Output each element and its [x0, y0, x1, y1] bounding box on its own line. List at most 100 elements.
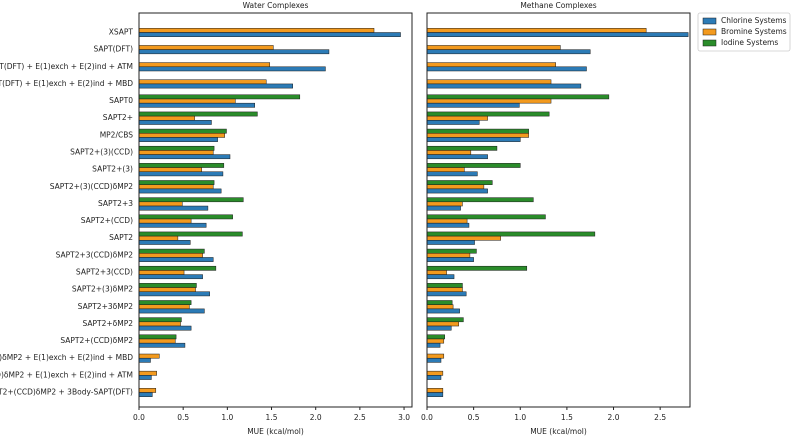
bar	[426, 205, 461, 211]
bar	[426, 150, 472, 155]
bar	[426, 235, 501, 241]
y-tick-label: SAPT2+(3)δMP2	[72, 285, 133, 294]
y-tick-label: SAPT2+3δMP2	[78, 302, 134, 311]
y-tick-label: 2Body-SAPT(DFT) + E(1)exch + E(2)ind + A…	[0, 62, 133, 71]
bar	[138, 222, 207, 228]
bar	[138, 163, 225, 168]
bar	[426, 83, 582, 89]
legend-swatch	[702, 28, 717, 36]
bar	[138, 338, 176, 344]
y-tick-label: SAPT2+(CCD)δMP2 + E(1)exch + E(2)ind + M…	[0, 353, 133, 362]
bar	[138, 357, 151, 363]
bar	[426, 137, 521, 142]
y-tick-label: SAPT2+(CCD)δMP2 + E(1)exch + E(2)ind + A…	[0, 370, 133, 379]
bar	[138, 218, 192, 224]
bar	[138, 308, 205, 314]
x-tick-label: 1.5	[266, 413, 278, 422]
bar	[426, 300, 453, 305]
bar	[426, 257, 474, 262]
y-tick-label: SAPT0	[109, 96, 133, 105]
bar	[426, 287, 463, 292]
bar	[138, 231, 243, 237]
bar	[138, 102, 255, 108]
bar	[426, 291, 467, 297]
bar	[426, 317, 464, 323]
bar	[138, 111, 258, 117]
bar	[138, 300, 192, 305]
bar	[426, 32, 689, 37]
bar	[426, 270, 447, 275]
bar	[138, 137, 218, 142]
bar	[426, 388, 444, 393]
bar	[426, 283, 463, 288]
bar	[138, 180, 215, 185]
bar	[426, 188, 488, 194]
bar	[138, 45, 274, 50]
bar	[426, 338, 445, 344]
x-tick-label: 0.0	[133, 413, 145, 422]
bar	[426, 265, 528, 271]
y-tick-label: SAPT2+(3)(CCD)δMP2	[50, 182, 133, 191]
bar	[426, 66, 587, 72]
x-tick-label: 2.0	[608, 413, 620, 422]
bar	[138, 240, 191, 245]
bar	[138, 171, 224, 177]
y-tick-label: XSAPT	[109, 28, 134, 37]
panel-title: Methane Complexes	[520, 1, 596, 10]
bar	[426, 133, 529, 138]
x-tick-label: 0.5	[468, 413, 480, 422]
bar	[138, 235, 179, 241]
bar	[426, 49, 591, 55]
bar	[426, 201, 463, 207]
bar	[138, 133, 225, 138]
axes-frame	[138, 12, 413, 408]
bar	[138, 197, 244, 203]
bar	[426, 274, 455, 280]
bar	[138, 128, 227, 134]
bar	[426, 392, 444, 397]
bar	[426, 353, 445, 359]
bar	[426, 214, 546, 220]
y-tick-label: 2Body-SAPT(DFT) + E(1)exch + E(2)ind + M…	[0, 79, 133, 88]
bar	[426, 342, 441, 348]
bar	[138, 321, 181, 327]
bar	[138, 188, 222, 194]
legend-swatch	[702, 17, 717, 25]
y-tick-label: SAPT2+(CCD)δMP2 + 3Body-SAPT(DFT)	[0, 388, 133, 397]
y-tick-label: SAPT2+(CCD)δMP2	[60, 336, 133, 345]
bar	[138, 28, 375, 33]
legend-label: Chlorine Systems	[721, 16, 787, 25]
bar	[426, 321, 459, 327]
x-tick-label: 1.0	[514, 413, 526, 422]
bar	[138, 83, 293, 89]
x-tick-label: 2.0	[310, 413, 322, 422]
bar	[138, 353, 160, 359]
bar	[426, 171, 478, 177]
bar	[138, 287, 196, 292]
bar	[426, 357, 442, 363]
bar	[138, 98, 236, 104]
bar	[426, 240, 475, 245]
bar	[138, 325, 192, 331]
bar	[138, 49, 330, 55]
bar	[426, 375, 442, 380]
bar	[426, 231, 596, 237]
y-tick-label: SAPT2+(3)(CCD)	[70, 148, 133, 157]
bar	[426, 222, 470, 228]
bar	[138, 274, 203, 280]
bar	[426, 120, 480, 125]
bar	[138, 265, 217, 271]
bar	[426, 94, 610, 100]
y-tick-label: SAPT2+	[103, 113, 133, 122]
bar	[426, 62, 556, 68]
legend-box	[697, 12, 791, 52]
bar	[138, 167, 202, 172]
y-tick-label: SAPT2+δMP2	[82, 319, 133, 328]
bar	[426, 98, 552, 104]
bar	[138, 145, 215, 151]
x-tick-label: 1.0	[221, 413, 233, 422]
bar	[138, 257, 214, 262]
bar	[138, 120, 212, 125]
